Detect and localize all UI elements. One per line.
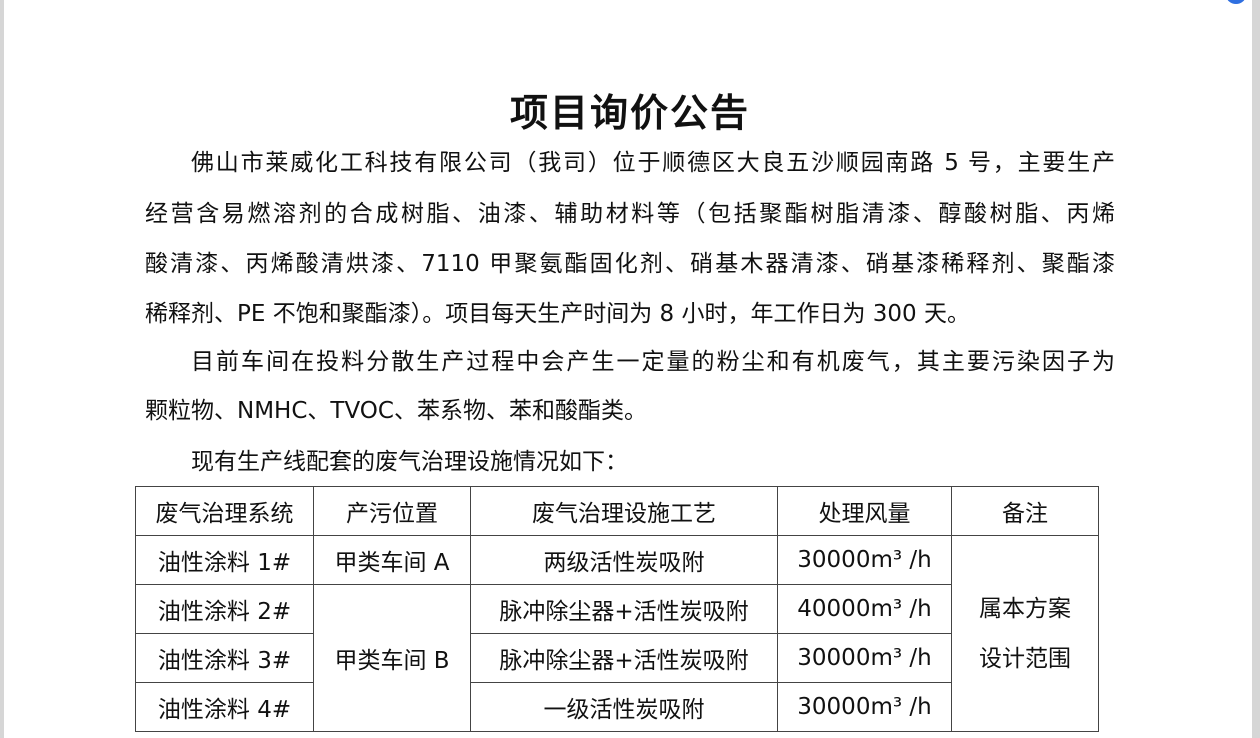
cell-flow: 30000m³ /h (777, 535, 952, 585)
cell-system: 油性涂料 3# (135, 633, 314, 683)
cell-flow: 30000m³ /h (777, 633, 952, 683)
paragraph-3-line-1: 现有生产线配套的废气治理设施情况如下： (191, 449, 628, 475)
paragraph-2-line-2: 颗粒物、NMHC、TVOC、苯系物、苯和酸酯类。 (145, 398, 647, 424)
paragraph-1-line-1: 佛山市莱威化工科技有限公司（我司）位于顺德区大良五沙顺园南路 5 号，主要生产 (191, 150, 1115, 176)
table-header-row: 废气治理系统 产污位置 废气治理设施工艺 处理风量 备注 (135, 486, 1099, 536)
paragraph-1-line-3: 酸清漆、丙烯酸清烘漆、7110 甲聚氨酯固化剂、硝基木器清漆、硝基漆稀释剂、聚酯… (145, 251, 1115, 277)
header-flow: 处理风量 (777, 486, 952, 536)
cell-process: 脉冲除尘器+活性炭吸附 (470, 633, 778, 683)
cell-location: 甲类车间 A (313, 535, 471, 585)
header-location: 产污位置 (313, 486, 471, 536)
floating-button[interactable] (1226, 0, 1246, 4)
table-row: 油性涂料 3# 脉冲除尘器+活性炭吸附 30000m³ /h (135, 633, 1099, 683)
cell-system: 油性涂料 1# (135, 535, 314, 585)
table-row: 油性涂料 2# 甲类车间 B 脉冲除尘器+活性炭吸附 40000m³ /h (135, 584, 1099, 732)
cell-system: 油性涂料 2# (135, 584, 314, 634)
header-process: 废气治理设施工艺 (470, 486, 778, 536)
remark-line-2: 设计范围 (979, 645, 1071, 672)
cell-remark: 属本方案 设计范围 (951, 535, 1099, 732)
page-edge-left (0, 0, 4, 738)
paragraph-1-line-4: 稀释剂、PE 不饱和聚酯漆）。项目每天生产时间为 8 小时，年工作日为 300 … (145, 301, 970, 327)
paragraph-2-line-1: 目前车间在投料分散生产过程中会产生一定量的粉尘和有机废气，其主要污染因子为 (191, 349, 1115, 375)
scrollbar-track[interactable] (1252, 0, 1260, 738)
header-system: 废气治理系统 (135, 486, 314, 536)
remark-line-1: 属本方案 (979, 595, 1071, 622)
page-title: 项目询价公告 (509, 91, 750, 135)
header-remark: 备注 (951, 486, 1099, 536)
table-row: 油性涂料 4# 一级活性炭吸附 30000m³ /h (135, 682, 1099, 732)
cell-flow: 30000m³ /h (777, 682, 952, 732)
cell-process: 一级活性炭吸附 (470, 682, 778, 732)
paragraph-1-line-2: 经营含易燃溶剂的合成树脂、油漆、辅助材料等（包括聚酯树脂清漆、醇酸树脂、丙烯 (145, 201, 1115, 227)
cell-process: 脉冲除尘器+活性炭吸附 (470, 584, 778, 634)
facility-table: 废气治理系统 产污位置 废气治理设施工艺 处理风量 备注 油性涂料 1# 甲类车… (135, 486, 1099, 732)
cell-process: 两级活性炭吸附 (470, 535, 778, 585)
cell-system: 油性涂料 4# (135, 682, 314, 732)
cell-location: 甲类车间 B (313, 584, 471, 732)
table-row: 油性涂料 1# 甲类车间 A 两级活性炭吸附 30000m³ /h 属本方案 设… (135, 535, 1099, 732)
cell-flow: 40000m³ /h (777, 584, 952, 634)
